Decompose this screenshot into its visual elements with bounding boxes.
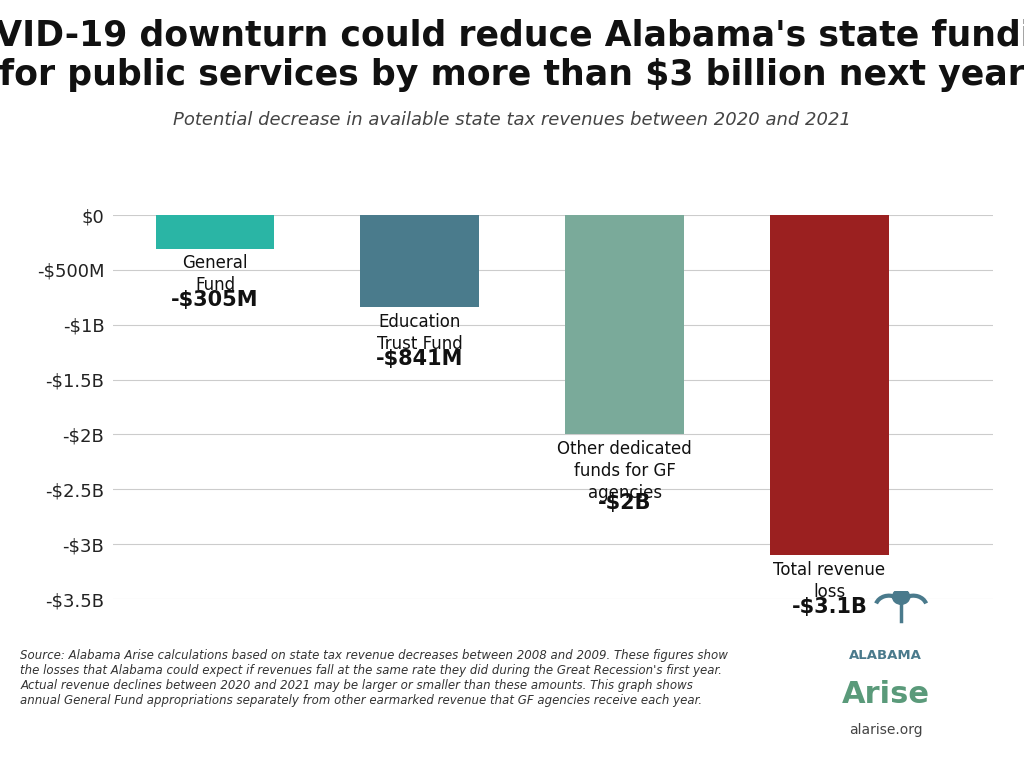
Text: Other dedicated
funds for GF
agencies: Other dedicated funds for GF agencies xyxy=(557,440,692,502)
Text: Education
Trust Fund: Education Trust Fund xyxy=(377,313,463,353)
Bar xyxy=(770,215,889,555)
Text: General
Fund: General Fund xyxy=(182,254,248,294)
Text: -$841M: -$841M xyxy=(376,349,464,369)
Text: -$305M: -$305M xyxy=(171,290,259,310)
Text: Potential decrease in available state tax revenues between 2020 and 2021: Potential decrease in available state ta… xyxy=(173,111,851,129)
Text: ALABAMA: ALABAMA xyxy=(849,649,923,662)
Bar xyxy=(156,215,274,249)
Text: alarise.org: alarise.org xyxy=(849,723,923,737)
Text: Total revenue
loss: Total revenue loss xyxy=(773,561,886,601)
Text: -$2B: -$2B xyxy=(598,492,651,512)
Text: Source: Alabama Arise calculations based on state tax revenue decreases between : Source: Alabama Arise calculations based… xyxy=(20,649,728,707)
Text: Arise: Arise xyxy=(842,680,930,709)
Text: for public services by more than $3 billion next year: for public services by more than $3 bill… xyxy=(0,58,1024,91)
Text: -$3.1B: -$3.1B xyxy=(792,597,867,617)
Text: COVID-19 downturn could reduce Alabama's state funding: COVID-19 downturn could reduce Alabama's… xyxy=(0,19,1024,53)
Bar xyxy=(360,215,479,307)
Bar xyxy=(565,215,684,435)
Circle shape xyxy=(893,589,909,604)
